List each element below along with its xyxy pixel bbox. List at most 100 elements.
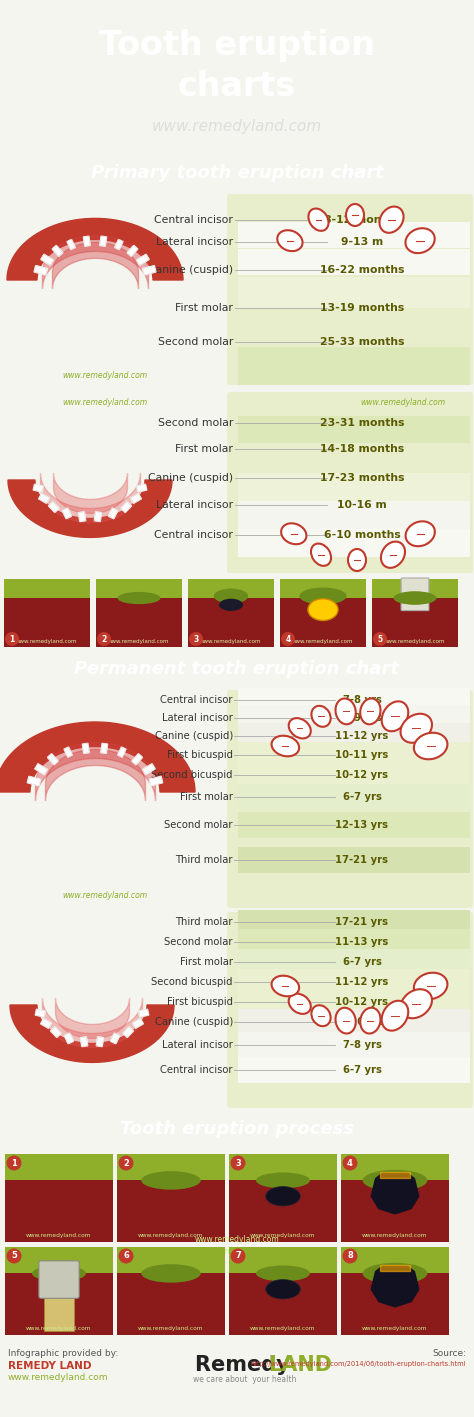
Circle shape	[5, 632, 19, 646]
Text: 12-13 yrs: 12-13 yrs	[336, 820, 389, 830]
Bar	[238, 529, 470, 557]
Text: Lateral incisor: Lateral incisor	[162, 713, 233, 723]
Bar	[238, 687, 470, 713]
Text: 7-8 yrs: 7-8 yrs	[343, 1040, 382, 1050]
Text: First molar: First molar	[180, 956, 233, 966]
Polygon shape	[41, 1019, 51, 1029]
Bar	[238, 949, 470, 975]
Ellipse shape	[272, 976, 299, 996]
Ellipse shape	[289, 718, 311, 738]
Text: Central incisor: Central incisor	[161, 694, 233, 706]
Bar	[238, 847, 470, 873]
Ellipse shape	[414, 972, 447, 999]
Text: www.remedyland.com: www.remedyland.com	[26, 1326, 92, 1331]
Circle shape	[343, 1155, 357, 1170]
Bar	[341, 1153, 449, 1241]
Text: www.remedyland.com: www.remedyland.com	[26, 1233, 92, 1238]
Text: 11-12 yrs: 11-12 yrs	[336, 731, 389, 741]
Text: 16-22 months: 16-22 months	[320, 265, 404, 275]
Polygon shape	[109, 509, 118, 519]
Bar	[238, 930, 470, 955]
Polygon shape	[131, 493, 141, 503]
Circle shape	[97, 632, 111, 646]
Text: 5: 5	[377, 635, 383, 643]
Text: 7: 7	[235, 1251, 241, 1261]
Polygon shape	[49, 502, 59, 513]
Bar	[96, 580, 182, 598]
Text: 17-21 yrs: 17-21 yrs	[336, 917, 389, 927]
Polygon shape	[143, 764, 155, 775]
Bar	[5, 1153, 113, 1180]
Text: 10-12 yrs: 10-12 yrs	[336, 998, 389, 1007]
Bar	[238, 502, 470, 529]
Text: Second molar: Second molar	[164, 937, 233, 947]
Polygon shape	[0, 723, 195, 792]
Polygon shape	[81, 1037, 88, 1047]
Circle shape	[373, 632, 387, 646]
Text: 14-18 months: 14-18 months	[320, 444, 404, 453]
Polygon shape	[110, 1033, 120, 1044]
Text: Second bicuspid: Second bicuspid	[152, 976, 233, 988]
Text: www.remedyland.com: www.remedyland.com	[384, 639, 446, 643]
Text: 1: 1	[11, 1159, 17, 1168]
Polygon shape	[96, 1037, 103, 1047]
Text: REMEDY LAND: REMEDY LAND	[8, 1360, 91, 1372]
Text: www.remedyland.com: www.remedyland.com	[360, 398, 445, 407]
Ellipse shape	[401, 714, 432, 743]
Ellipse shape	[256, 1172, 310, 1189]
Text: www.remedyland.com: www.remedyland.com	[62, 891, 147, 900]
Text: 17-21 yrs: 17-21 yrs	[336, 854, 389, 864]
Polygon shape	[35, 764, 47, 775]
Text: 11-13 yrs: 11-13 yrs	[336, 937, 389, 947]
Text: www.remedyland.com: www.remedyland.com	[62, 398, 147, 407]
Bar	[238, 762, 470, 788]
Text: www.remedyland.com: www.remedyland.com	[195, 1247, 279, 1255]
Polygon shape	[139, 1009, 149, 1017]
Text: 2: 2	[101, 635, 107, 643]
Ellipse shape	[401, 989, 432, 1019]
FancyBboxPatch shape	[227, 690, 473, 908]
Text: www.remedyland.com: www.remedyland.com	[138, 1233, 204, 1238]
Text: www.remedyland.com: www.remedyland.com	[195, 1236, 279, 1244]
Circle shape	[189, 632, 203, 646]
Text: Lateral incisor: Lateral incisor	[156, 237, 233, 247]
Text: 1: 1	[9, 635, 15, 643]
Text: Source:: Source:	[432, 1349, 466, 1357]
Bar	[96, 580, 182, 648]
Polygon shape	[47, 754, 58, 765]
Text: www.remedyland.com: www.remedyland.com	[250, 1326, 316, 1331]
Ellipse shape	[266, 1280, 301, 1299]
Bar	[372, 580, 458, 598]
Ellipse shape	[311, 706, 331, 727]
Bar	[4, 580, 90, 598]
Polygon shape	[137, 485, 147, 492]
Text: 7-8 yrs: 7-8 yrs	[343, 694, 382, 706]
Text: 6-10 months: 6-10 months	[324, 530, 401, 540]
Circle shape	[230, 1248, 246, 1264]
Bar	[5, 1153, 113, 1241]
Ellipse shape	[32, 1265, 86, 1281]
Text: 11-12 yrs: 11-12 yrs	[336, 976, 389, 988]
Bar	[238, 784, 470, 811]
Ellipse shape	[277, 230, 302, 251]
Text: www.remedyland.com: www.remedyland.com	[62, 371, 147, 380]
Text: 4: 4	[347, 1159, 353, 1168]
Bar	[238, 473, 470, 502]
Text: Canine (cuspid): Canine (cuspid)	[155, 731, 233, 741]
Text: www.remedyland.com: www.remedyland.com	[250, 1233, 316, 1238]
Bar	[238, 417, 470, 444]
Ellipse shape	[141, 1172, 201, 1190]
Ellipse shape	[346, 204, 364, 225]
Bar	[5, 1247, 113, 1335]
Text: Central incisor: Central incisor	[154, 530, 233, 540]
Polygon shape	[33, 485, 43, 492]
Ellipse shape	[272, 735, 299, 757]
Text: 3: 3	[235, 1159, 241, 1168]
Text: 6: 6	[123, 1251, 129, 1261]
Text: charts: charts	[178, 71, 296, 103]
Ellipse shape	[363, 1263, 428, 1284]
Bar	[238, 743, 470, 768]
Text: www.remedyland.com: www.remedyland.com	[292, 639, 354, 643]
Polygon shape	[7, 218, 183, 281]
Ellipse shape	[360, 699, 381, 724]
